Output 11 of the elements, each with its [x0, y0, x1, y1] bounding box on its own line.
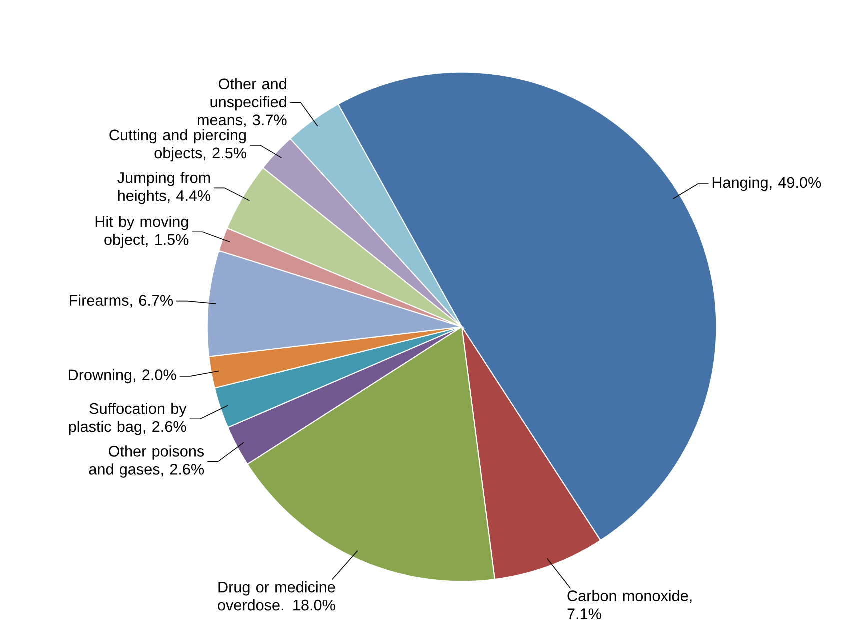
- slice-label: Jumping from heights, 4.4%: [118, 172, 211, 204]
- slice-label: Firearms, 6.7%: [70, 294, 174, 308]
- slice-label: Hanging, 49.0%: [712, 176, 822, 192]
- slice-label: Carbon monoxide, 7.1%: [568, 590, 692, 620]
- slice-label: Hit by moving object, 1.5%: [96, 216, 189, 248]
- slice-label: Drowning, 2.0%: [69, 369, 176, 384]
- slice-label: Suffocation by plastic bag, 2.6%: [69, 402, 187, 436]
- slice-label: Other and unspecified means, 3.7%: [198, 78, 287, 128]
- slice-label: Other poisons and gases, 2.6%: [89, 446, 204, 478]
- slice-label: Drug or medicine overdose. 18.0%: [218, 581, 336, 611]
- slice-label: Cutting and piercing objects, 2.5%: [110, 129, 246, 162]
